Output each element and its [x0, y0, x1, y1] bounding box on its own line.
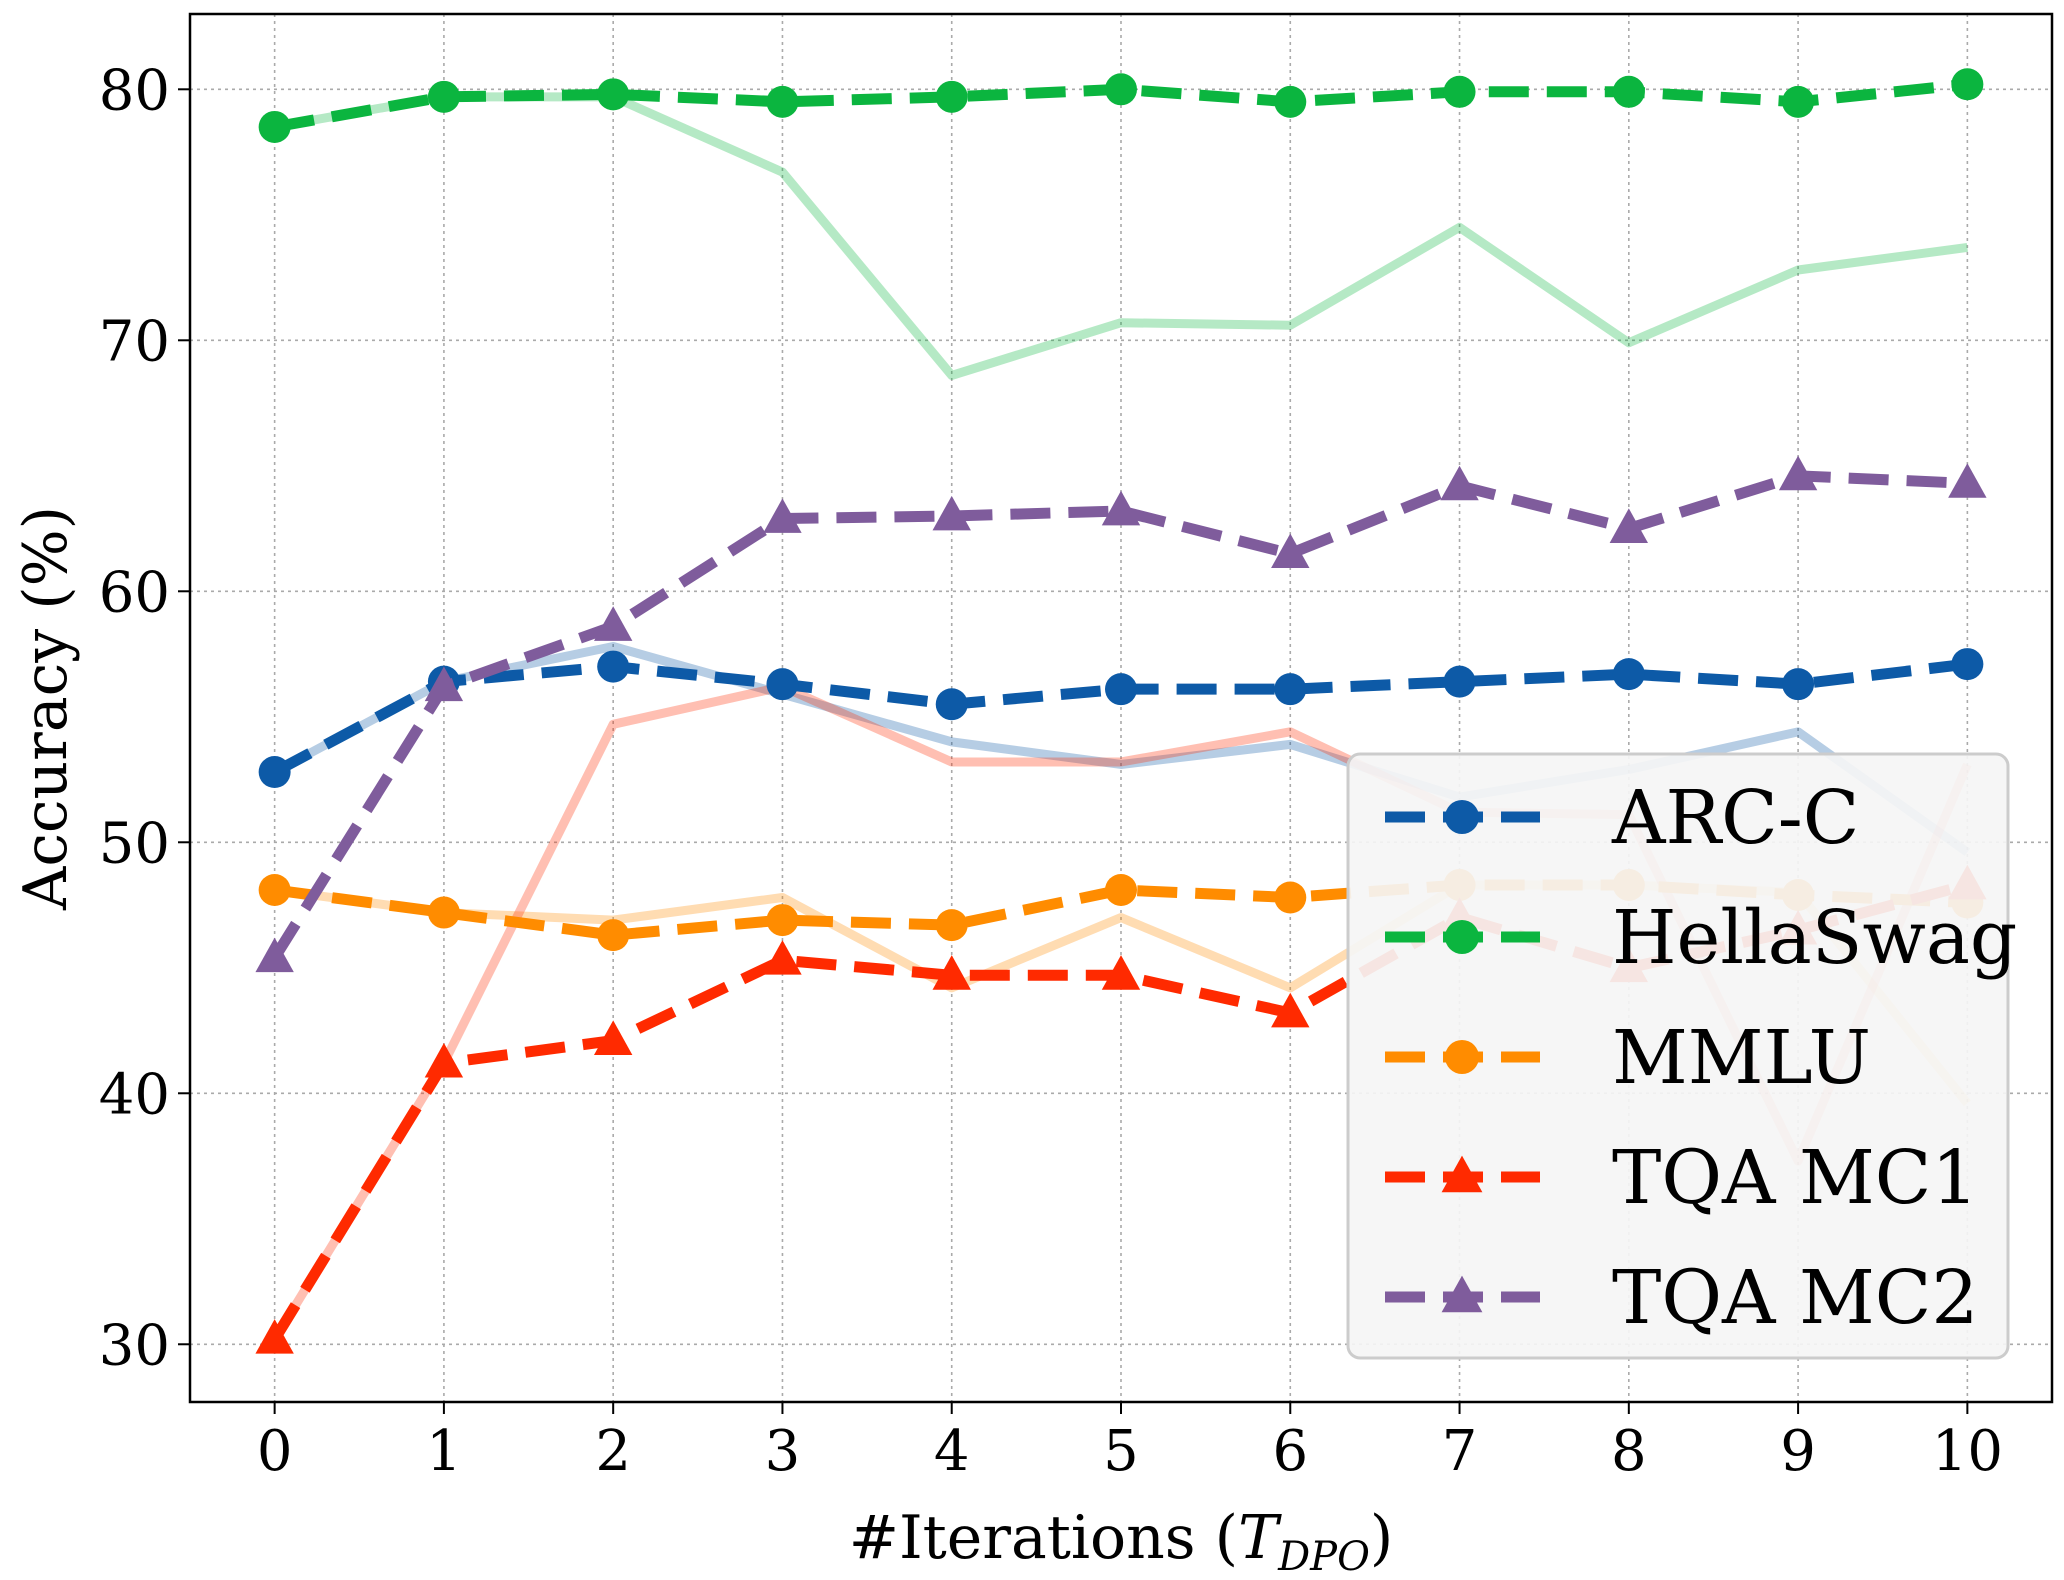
hellaswag-point [1782, 85, 1815, 118]
legend-marker [1445, 1040, 1479, 1074]
tqa-mc2-point [763, 498, 802, 533]
x-tick-label: 6 [1272, 1419, 1308, 1484]
arc-c-point [1443, 665, 1476, 698]
tqa-mc2-point [255, 937, 294, 973]
y-tick-label: 80 [99, 58, 170, 123]
y-tick-label: 60 [99, 560, 170, 625]
y-axis-title: Accuracy (%) [11, 506, 81, 911]
tqa-mc2-point [1440, 465, 1479, 501]
x-axis-title: #Iterations (TDPO) [849, 1503, 1394, 1580]
mmlu-point [766, 904, 799, 937]
legend-label: MMLU [1612, 1015, 1871, 1101]
hellaswag-point [1105, 73, 1137, 106]
x-tick-label: 2 [595, 1419, 631, 1484]
hellaswag-point [427, 80, 460, 113]
x-tick-label: 4 [934, 1419, 970, 1484]
arc-c-point [1951, 648, 1984, 681]
tqa-mc2-series [255, 455, 1987, 973]
tqa-mc2-point [593, 606, 633, 641]
hellaswag-point [597, 78, 630, 111]
x-tick-label: 10 [1932, 1419, 2003, 1484]
arc-c-point [766, 668, 799, 701]
tqa-mc2-point [1948, 463, 1987, 498]
arc-c-point [1274, 673, 1307, 706]
legend-marker [1445, 800, 1479, 834]
x-tick-label: 5 [1103, 1419, 1139, 1484]
legend-label: TQA MC1 [1612, 1135, 1978, 1221]
tqa-mc1-point [763, 940, 802, 975]
y-tick-label: 40 [99, 1062, 170, 1127]
mmlu-point [1274, 881, 1307, 914]
hellaswag-point [935, 80, 968, 113]
tqa-mc2-point [424, 666, 464, 702]
arc-c-point [258, 756, 291, 789]
mmlu-point [258, 873, 291, 906]
legend-label: ARC-C [1611, 775, 1859, 861]
tqa-mc2-point [1271, 533, 1310, 569]
tqa-mc2-point [1609, 508, 1649, 543]
x-tick-label: 9 [1780, 1419, 1816, 1484]
legend-label: TQA MC2 [1612, 1255, 1978, 1341]
hellaswag-point [1612, 75, 1645, 108]
arc-c-point [1782, 668, 1815, 701]
tqa-mc2-line [269, 470, 1968, 961]
x-tick-label: 8 [1611, 1419, 1647, 1484]
mmlu-point [935, 909, 968, 942]
arc-c-point [1612, 658, 1645, 691]
hellaswag-point [1951, 68, 1984, 101]
y-tick-label: 30 [99, 1313, 170, 1378]
legend-box [1346, 752, 2010, 1360]
hellaswag-series [258, 68, 1984, 143]
tqa-mc2-point [932, 495, 971, 531]
tqa-mc1-point [593, 1020, 633, 1055]
hellaswag-point [766, 85, 799, 118]
tqa-mc1-point [1271, 992, 1310, 1028]
hellaswag-point [1274, 85, 1307, 118]
x-axis-title-close: ) [1370, 1503, 1393, 1573]
tqa-mc1-point [932, 955, 971, 990]
hellaswag-background-line [273, 92, 1968, 380]
x-axis-title-symbol: T [1238, 1503, 1282, 1573]
mmlu-point [597, 919, 630, 952]
arc-c-point [597, 650, 630, 683]
y-tick-label: 70 [99, 309, 170, 374]
x-axis-title-subscript: DPO [1277, 1534, 1370, 1580]
x-tick-label: 7 [1442, 1419, 1478, 1484]
x-tick-label: 1 [426, 1419, 462, 1484]
mmlu-point [427, 896, 460, 929]
y-tick-label: 50 [99, 811, 170, 876]
tqa-mc1-point [424, 1042, 464, 1078]
hellaswag-point [258, 110, 291, 143]
legend-marker [1441, 1155, 1483, 1193]
legend-marker [1441, 1275, 1483, 1313]
legend: ARC-C HellaSwag MMLU TQA MC1 TQA MC2 [1346, 752, 2017, 1360]
legend-label: HellaSwag [1612, 895, 2017, 981]
x-tick-label: 0 [257, 1419, 293, 1484]
ticks: 0 1 2 3 4 5 6 7 8 9 10 30 40 50 60 70 80 [99, 58, 2003, 1484]
tqa-mc2-point [1101, 490, 1141, 526]
legend-marker [1445, 920, 1479, 954]
mmlu-point [1105, 873, 1137, 906]
tqa-mc1-point [255, 1319, 294, 1354]
hellaswag-point [1443, 75, 1476, 108]
x-tick-label: 3 [765, 1419, 801, 1484]
arc-c-point [935, 688, 968, 721]
tqa-mc1-point [1101, 955, 1141, 990]
arc-c-point [1105, 673, 1137, 706]
tqa-mc2-point [1778, 455, 1818, 491]
